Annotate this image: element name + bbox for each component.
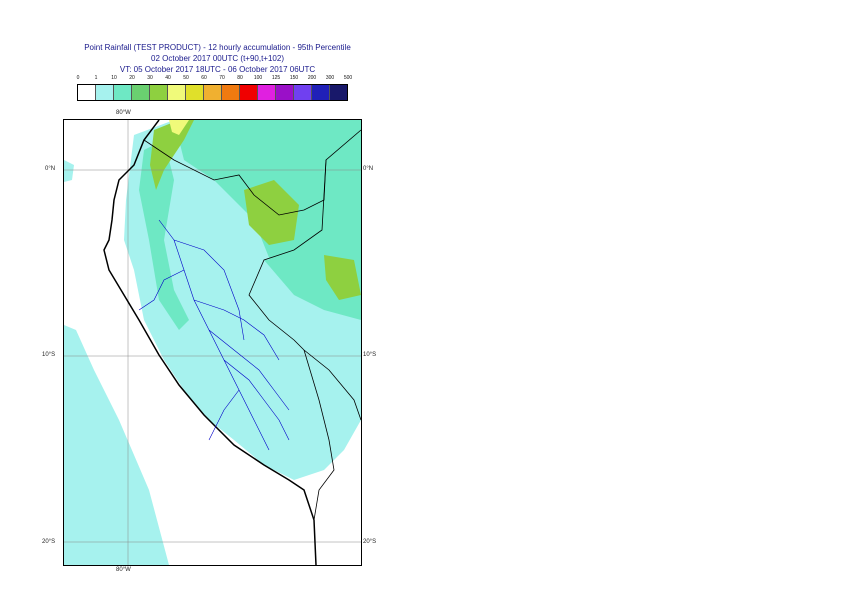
legend-tick-10: 100 xyxy=(253,75,263,81)
peak-rain-ridge xyxy=(169,120,189,135)
lon-label-top: 80°W xyxy=(116,110,131,116)
legend-tick-3: 20 xyxy=(129,75,135,81)
legend-box-9 xyxy=(240,85,258,100)
heavy-rain-ridge xyxy=(150,120,194,190)
ocean-rain-fringe xyxy=(64,160,74,182)
heavy-rain-east xyxy=(324,255,361,300)
lon-label-bottom: 80°W xyxy=(116,567,131,573)
legend-tick-11: 125 xyxy=(271,75,281,81)
legend-tick-13: 200 xyxy=(307,75,317,81)
lat-label-20-left: 20°S xyxy=(42,539,56,545)
chart-title: Point Rainfall (TEST PRODUCT) - 12 hourl… xyxy=(84,43,351,52)
legend-tick-2: 10 xyxy=(111,75,117,81)
country-border-south xyxy=(303,349,335,521)
lat-label-0-right: 0°N xyxy=(363,166,374,172)
legend-tick-12: 150 xyxy=(289,75,299,81)
legend-box-13 xyxy=(312,85,330,100)
legend-box-2 xyxy=(114,85,132,100)
legend-tick-7: 60 xyxy=(201,75,207,81)
legend-box-4 xyxy=(150,85,168,100)
coastline xyxy=(103,120,317,565)
legend-tick-6: 50 xyxy=(183,75,189,81)
legend-tick-5: 40 xyxy=(165,75,171,81)
legend-tick-0: 0 xyxy=(76,75,80,81)
legend-box-6 xyxy=(186,85,204,100)
legend-box-7 xyxy=(204,85,222,100)
lat-label-10-left: 10°S xyxy=(42,352,56,358)
regional-boundaries xyxy=(138,219,290,451)
legend-tick-15: 500 xyxy=(343,75,353,81)
country-border-east xyxy=(248,159,361,421)
rainfall-map xyxy=(63,119,362,566)
legend-box-11 xyxy=(276,85,294,100)
ocean-rain-band xyxy=(64,325,169,565)
map-canvas xyxy=(64,120,361,565)
legend-tick-4: 30 xyxy=(147,75,153,81)
legend-box-14 xyxy=(330,85,347,100)
color-legend xyxy=(77,84,348,101)
lat-label-0-left: 0°N xyxy=(45,166,56,172)
legend-box-8 xyxy=(222,85,240,100)
legend-box-12 xyxy=(294,85,312,100)
legend-tick-8: 70 xyxy=(219,75,225,81)
chart-subtitle-validity: VT: 05 October 2017 18UTC - 06 October 2… xyxy=(119,65,316,74)
heavy-rain-amazon xyxy=(244,180,299,245)
legend-box-10 xyxy=(258,85,276,100)
legend-box-0 xyxy=(78,85,96,100)
lat-label-10-right: 10°S xyxy=(363,352,377,358)
legend-box-3 xyxy=(132,85,150,100)
lat-label-20-right: 20°S xyxy=(363,539,377,545)
legend-tick-14: 300 xyxy=(325,75,335,81)
chart-subtitle-run: 02 October 2017 00UTC (t+90,t+102) xyxy=(151,54,284,63)
moderate-rain-andes xyxy=(139,140,189,330)
legend-tick-9: 80 xyxy=(237,75,243,81)
legend-box-5 xyxy=(168,85,186,100)
legend-box-1 xyxy=(96,85,114,100)
legend-tick-1: 1 xyxy=(94,75,98,81)
